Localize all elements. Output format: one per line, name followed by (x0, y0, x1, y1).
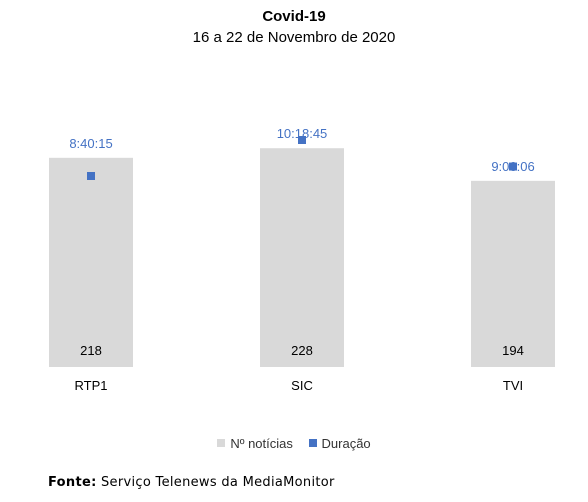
source-text: Serviço Telenews da MediaMonitor (96, 475, 335, 490)
marker-rtp1 (87, 172, 95, 180)
category-label-tvi: TVI (503, 378, 523, 393)
duration-label-rtp1: 8:40:15 (69, 136, 112, 151)
legend-swatch-duracao (308, 439, 317, 447)
category-label-rtp1: RTP1 (75, 378, 108, 393)
bar-sic (260, 148, 344, 367)
bar-label-sic: 228 (291, 343, 313, 358)
legend-item-noticias: Nº notícias (217, 436, 293, 451)
legend-label-noticias: Nº notícias (230, 435, 293, 451)
bar-rtp1 (49, 157, 133, 367)
legend-item-duracao: Duração (308, 435, 371, 451)
category-label-sic: SIC (291, 378, 313, 393)
chart-subtitle: 16 a 22 de Novembro de 2020 (192, 29, 396, 46)
legend: Nº notícias Duração (0, 435, 588, 451)
duration-label-sic: 10:18:45 (277, 126, 328, 141)
marker-sic (298, 136, 306, 144)
bar-label-tvi: 194 (502, 343, 524, 358)
duration-label-tvi: 9:06:06 (491, 159, 534, 174)
legend-swatch-noticias (217, 439, 226, 447)
source-note: Fonte: Serviço Telenews da MediaMonitor (48, 475, 335, 490)
chart-title: Covid-19 (262, 8, 326, 25)
marker-tvi (509, 162, 517, 171)
bar-tvi (471, 180, 555, 367)
legend-label-duracao: Duração (321, 435, 371, 451)
source-label: Fonte: (48, 475, 97, 490)
bar-label-rtp1: 218 (80, 343, 102, 358)
